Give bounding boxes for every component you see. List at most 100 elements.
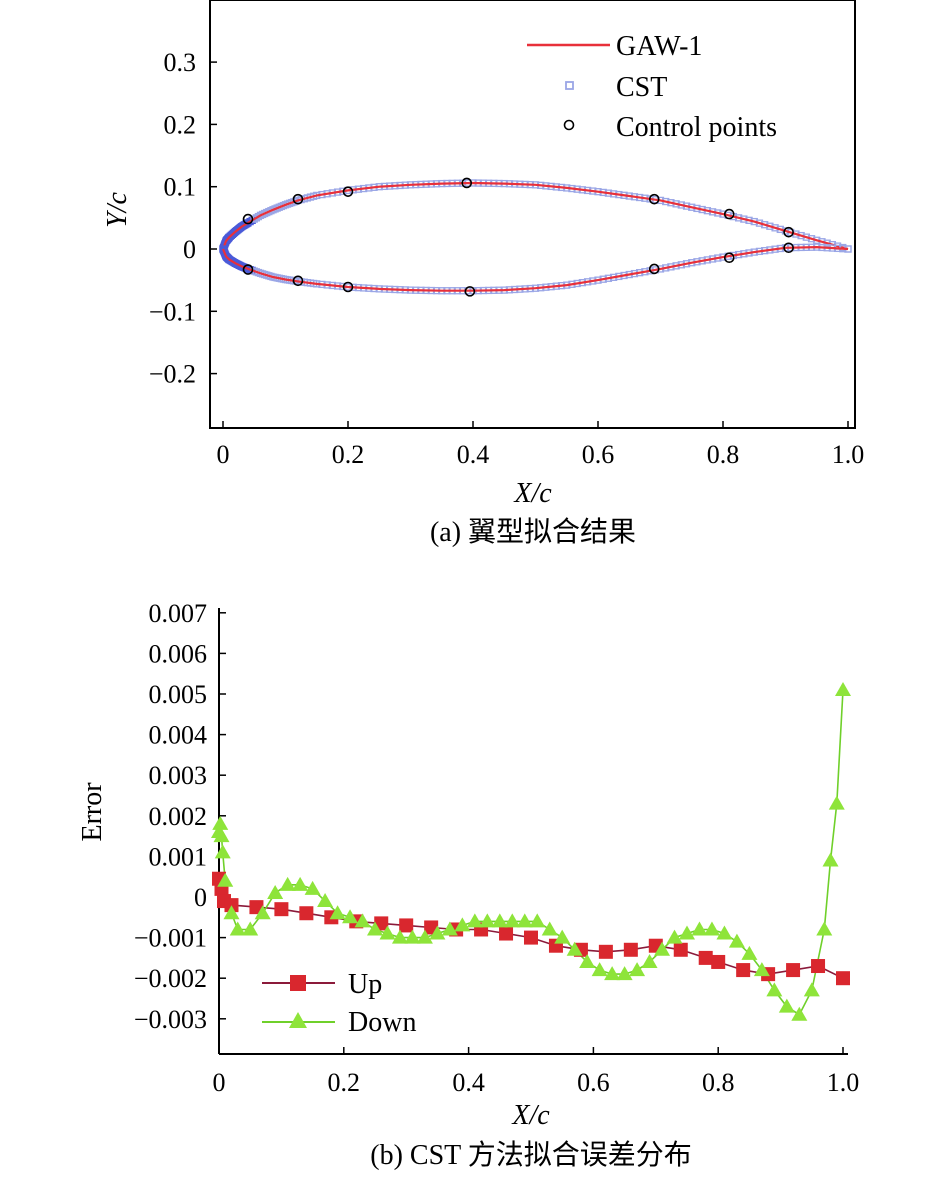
point-down — [479, 913, 496, 928]
x-tick-label: 1.0 — [832, 440, 865, 469]
point-down — [679, 925, 695, 940]
control-point — [648, 263, 660, 275]
point-down — [379, 925, 396, 940]
point-down — [279, 876, 296, 891]
point-down — [292, 876, 309, 891]
point-up — [698, 950, 713, 965]
point-down — [554, 929, 571, 944]
point-down — [822, 852, 839, 867]
y-tick-label: 0.001 — [149, 842, 208, 871]
control-point — [464, 286, 476, 297]
control-point — [342, 281, 354, 293]
error-chart: 0 0.2 0.4 0.6 0.8 1.0 0.0070.0060.0050.0040.0… — [77, 599, 859, 1171]
point-up — [711, 954, 726, 969]
x-tick-label: 0 — [213, 1068, 226, 1097]
point-down — [591, 962, 608, 977]
point-down — [416, 929, 433, 944]
point-down — [803, 982, 820, 997]
y-axis-title: Y/c — [102, 192, 133, 228]
y-tick-label: −0.001 — [134, 924, 207, 953]
point-down — [579, 953, 596, 968]
x-axis-title: X/c — [511, 1100, 550, 1131]
control-point — [783, 226, 794, 238]
control-point — [292, 275, 304, 287]
x-tick-label: 0.6 — [577, 1068, 610, 1097]
point-up — [811, 959, 826, 974]
point-down — [354, 913, 371, 928]
legend-cst-marker — [565, 81, 574, 90]
point-down — [441, 921, 458, 936]
y-tick-label: 0.007 — [149, 599, 208, 628]
legend-gaw-label: GAW-1 — [616, 31, 702, 62]
point-down — [242, 921, 259, 936]
x-tick-label: 0 — [217, 440, 230, 469]
y-tick-label: −0.002 — [134, 964, 207, 993]
point-down — [254, 905, 271, 920]
point-down — [454, 917, 471, 932]
legend-up-label: Up — [348, 969, 382, 1000]
control-point — [723, 252, 735, 264]
y-tick-label: 0.002 — [149, 802, 208, 831]
legend-down-label: Down — [348, 1007, 416, 1038]
point-up — [836, 971, 850, 986]
point-down — [213, 828, 230, 843]
x-tick-label: 0.8 — [702, 1068, 735, 1097]
error-series — [211, 681, 851, 1021]
point-down — [516, 913, 533, 928]
legend: Up Down — [262, 969, 416, 1038]
legend-up-marker — [290, 975, 306, 991]
control-point — [461, 177, 473, 189]
point-down — [491, 913, 508, 928]
legend-control-marker — [563, 119, 575, 131]
point-down — [529, 913, 546, 928]
airfoil-curves — [219, 179, 852, 295]
point-down — [816, 921, 833, 936]
y-tick-label: 0.004 — [149, 721, 208, 750]
point-down — [466, 913, 483, 928]
x-ticks: 0 0.2 0.4 0.6 0.8 1.0 — [213, 1047, 859, 1097]
point-down — [666, 929, 683, 944]
point-down — [691, 921, 708, 936]
point-down — [728, 933, 745, 948]
point-down — [304, 880, 321, 895]
x-tick-label: 0.4 — [452, 1068, 485, 1097]
point-down — [391, 929, 408, 944]
x-tick-label: 0.4 — [457, 440, 490, 469]
point-down — [317, 893, 334, 908]
point-down — [741, 945, 758, 960]
y-tick-label: −0.1 — [149, 297, 196, 326]
point-down — [766, 982, 783, 997]
point-down — [753, 962, 770, 977]
point-down — [223, 905, 240, 920]
point-up — [399, 918, 414, 933]
point-down — [616, 966, 633, 981]
y-tick-label: −0.003 — [134, 1005, 207, 1034]
point-down — [329, 905, 346, 920]
point-down — [214, 844, 231, 859]
point-down — [504, 913, 521, 928]
point-up — [673, 942, 688, 957]
x-tick-label: 0.2 — [332, 440, 365, 469]
point-down — [828, 795, 845, 810]
point-up — [274, 902, 289, 917]
y-ticks: 0.007 0.006 0.005 0.004 0.003 0.002 0.001 0 −0.0… — [134, 599, 226, 1034]
point-down — [541, 921, 558, 936]
point-down — [703, 921, 720, 936]
point-down — [267, 884, 284, 899]
point-down — [367, 921, 383, 936]
control-point — [292, 193, 304, 205]
x-axis-title: X/c — [513, 478, 552, 509]
point-up — [623, 942, 638, 957]
point-up — [736, 963, 751, 978]
control-point — [242, 213, 254, 225]
y-tick-label: 0.2 — [164, 110, 197, 139]
y-tick-label: 0 — [194, 883, 207, 912]
y-tick-label: 0.1 — [164, 173, 197, 202]
point-up — [598, 944, 613, 959]
y-tick-label: 0.3 — [164, 48, 197, 77]
gaw-curve-upper — [221, 181, 849, 251]
control-point — [342, 186, 354, 197]
y-tick-label: −0.2 — [149, 360, 196, 389]
point-up — [299, 906, 314, 921]
